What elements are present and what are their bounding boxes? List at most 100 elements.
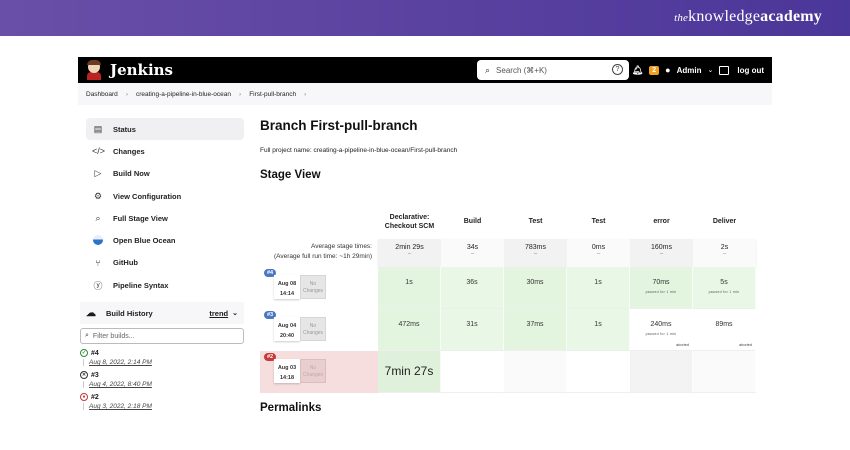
stage-cell[interactable]: 37ms (504, 309, 567, 351)
search-input[interactable]: ⌕ Search (⌘+K) ? (477, 60, 629, 80)
build-row-failed: #2 Aug 03 14:18 No Changes 7min 27s (260, 351, 756, 393)
build-row: #3 Aug 04 20:40 No Changes 472ms 31s 37ms… (260, 309, 756, 351)
search-icon: ⌕ (95, 212, 101, 223)
app-title[interactable]: Jenkins (110, 61, 173, 79)
filter-builds-input[interactable]: ⌕ Filter builds... (80, 328, 244, 344)
stage-view-heading: Stage View (260, 169, 321, 181)
build-number-badge[interactable]: #4 (264, 269, 276, 277)
blue-ocean-icon (92, 234, 104, 247)
bell-icon[interactable]: 🔔︎ (631, 64, 644, 75)
build-date-box[interactable]: Aug 03 14:18 (274, 359, 300, 383)
jenkins-logo-icon[interactable] (86, 60, 102, 80)
avg-time-cell: 783ms – (504, 239, 567, 267)
stage-col-header: Test (591, 218, 606, 226)
sidebar-item-changes[interactable]: </> Changes (92, 146, 145, 157)
stage-cell[interactable]: 472ms (378, 309, 441, 351)
notification-badge[interactable]: 2 (649, 65, 660, 75)
success-icon: ✓ (80, 349, 88, 357)
brand-logo: theknowledgeacademy (674, 8, 822, 25)
build-date-box[interactable]: Aug 04 20:40 (274, 317, 300, 341)
avg-time-cell: 2min 29s – (378, 239, 441, 267)
build-number-badge[interactable]: #3 (264, 311, 276, 319)
changes-box[interactable]: No Changes (300, 275, 326, 299)
avg-time-cell: 160ms – (630, 239, 693, 267)
user-icon: ● (665, 65, 671, 75)
aborted-label: aborted (676, 343, 689, 347)
search-icon: ⌕ (485, 64, 491, 75)
weather-icon: ☁ (86, 307, 96, 319)
avg-time-cell: 0ms – (567, 239, 630, 267)
sidebar-item-build-now[interactable]: ▷ Build Now (86, 163, 244, 185)
aborted-icon: ✕ (80, 371, 88, 379)
build-date-box[interactable]: Aug 08 14:14 (274, 275, 300, 299)
stage-cell (504, 351, 567, 393)
sidebar-item-pipeline-syntax[interactable]: ⓨ Pipeline Syntax (93, 280, 169, 291)
build-item[interactable]: ✕ #3 Aug 4, 2022, 8:40 PM (80, 371, 244, 388)
logout-button[interactable]: log out (737, 65, 764, 75)
stage-cell (693, 351, 756, 393)
chevron-down-icon[interactable]: ⌄ (232, 310, 238, 317)
build-item[interactable]: ✓ #4 Aug 8, 2022, 2:14 PM (80, 349, 244, 366)
stage-cell[interactable]: 31s (441, 309, 504, 351)
stage-cell[interactable]: 89ms aborted (693, 309, 756, 351)
stage-col-header: Build (463, 218, 482, 226)
sidebar-item-view-configuration[interactable]: ⚙ View Configuration (93, 190, 182, 201)
gear-icon: ⚙ (93, 190, 103, 201)
sidebar-item-status[interactable]: ▤ Status (86, 118, 244, 141)
build-item[interactable]: ● #2 Aug 3, 2022, 2:18 PM (80, 393, 244, 410)
user-menu[interactable]: Admin (676, 65, 702, 75)
code-icon: </> (92, 146, 106, 157)
build-row-label: #3 Aug 04 20:40 No Changes (260, 309, 378, 351)
stage-cell[interactable]: 240ms paused for 1 min aborted (630, 309, 693, 351)
build-date-link[interactable]: Aug 4, 2022, 8:40 PM (83, 381, 244, 388)
help-icon: ⓨ (93, 280, 103, 291)
stage-col-header: error (653, 218, 670, 226)
main-content: Branch First-pull-branch Full project na… (260, 118, 457, 181)
build-row-label: #2 Aug 03 14:18 No Changes (260, 351, 378, 393)
stage-cell[interactable]: 1s (567, 267, 630, 309)
stage-header-row: Declarative: Checkout SCM Build Test Tes… (378, 205, 756, 239)
trend-link[interactable]: trend (209, 308, 229, 318)
build-history-title: Build History (106, 308, 153, 318)
breadcrumb-dashboard[interactable]: Dashboard (86, 90, 118, 98)
logout-icon (719, 65, 730, 75)
stage-cell[interactable]: 70ms paused for 1 min (630, 267, 693, 309)
stage-cell[interactable]: 36s (441, 267, 504, 309)
chevron-right-icon[interactable]: › (304, 90, 307, 98)
chevron-right-icon: › (125, 90, 128, 98)
stage-cell[interactable]: 5s paused for 1 min (693, 267, 756, 309)
jenkins-header: Jenkins ⌕ Search (⌘+K) ? 🔔︎ 2 ● Admin ⌄ … (78, 57, 772, 83)
build-history-header: ☁ Build History trend ⌄ (80, 302, 244, 324)
breadcrumb-project[interactable]: creating-a-pipeline-in-blue-ocean (135, 90, 232, 98)
stage-cell (567, 351, 630, 393)
build-number-badge[interactable]: #2 (264, 353, 276, 361)
aborted-label: aborted (739, 343, 752, 347)
sidebar-item-open-blue-ocean[interactable]: Open Blue Ocean (86, 229, 244, 251)
stage-cell[interactable]: 30ms (504, 267, 567, 309)
search-icon: ⌕ (85, 332, 89, 339)
stage-cell (630, 351, 693, 393)
breadcrumb: Dashboard › creating-a-pipeline-in-blue-… (78, 83, 772, 105)
failed-icon: ● (80, 393, 88, 401)
stage-cell[interactable]: 1s (378, 267, 441, 309)
chevron-right-icon: › (239, 90, 242, 98)
promo-banner: theknowledgeacademy (0, 0, 850, 36)
chevron-down-icon[interactable]: ⌄ (707, 67, 714, 74)
build-row: #4 Aug 08 14:14 No Changes 1s 36s 30ms 1s… (260, 267, 756, 309)
breadcrumb-branch[interactable]: First-pull-branch (249, 90, 297, 98)
stage-cell[interactable]: 7min 27s (378, 351, 441, 393)
changes-box[interactable]: No Changes (300, 359, 326, 383)
build-date-link[interactable]: Aug 8, 2022, 2:14 PM (83, 359, 244, 366)
average-times-row: 2min 29s – 34s – 783ms – 0ms – 160ms – 2s – (378, 239, 756, 267)
help-icon[interactable]: ? (612, 64, 623, 75)
branch-icon: ⑂ (95, 257, 101, 268)
build-date-link[interactable]: Aug 3, 2022, 2:18 PM (83, 403, 244, 410)
stage-col-header: Declarative: Checkout SCM (384, 213, 435, 230)
stage-cell (441, 351, 504, 393)
build-history-panel: ☁ Build History trend ⌄ ⌕ Filter builds.… (80, 302, 244, 410)
sidebar-item-full-stage-view[interactable]: ⌕ Full Stage View (86, 207, 244, 229)
sidebar-item-github[interactable]: ⑂ GitHub (86, 252, 244, 274)
permalinks-heading: Permalinks (260, 402, 322, 414)
changes-box[interactable]: No Changes (300, 317, 326, 341)
stage-cell[interactable]: 1s (567, 309, 630, 351)
